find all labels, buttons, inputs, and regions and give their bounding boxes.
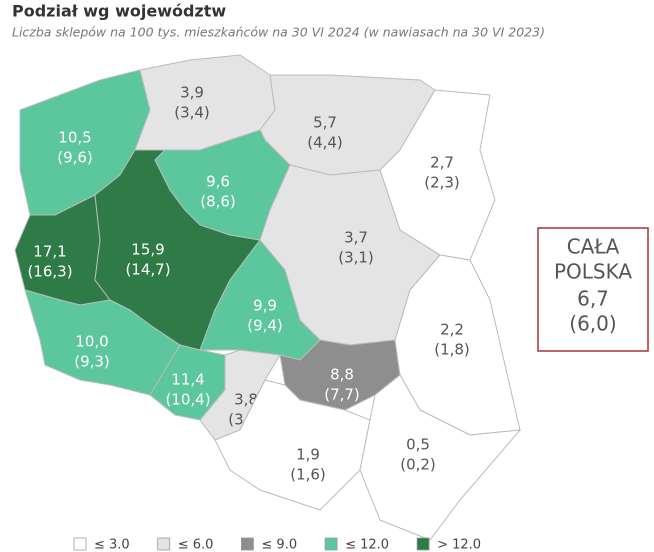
region-value: 5,7 [313, 114, 337, 132]
region-value: 9,6 [206, 173, 230, 191]
region-previous: (3,4) [174, 104, 210, 122]
total-previous: (6,0) [569, 312, 616, 336]
region-previous: (14,7) [125, 261, 170, 279]
region-value: 10,0 [75, 333, 108, 351]
legend-label: > 12.0 [437, 538, 481, 552]
region-value: 9,9 [253, 297, 277, 315]
region-previous: (4,4) [307, 134, 343, 152]
legend-label: ≤ 12.0 [345, 538, 389, 552]
region-previous: (1,8) [434, 341, 470, 359]
total-box [537, 227, 649, 352]
legend-swatch [416, 537, 430, 551]
total-label: POLSKA [554, 260, 632, 284]
region-value: 15,9 [131, 241, 164, 259]
region-previous: (0,2) [400, 456, 436, 474]
region-value: 1,9 [296, 446, 320, 464]
legend-label: ≤ 3.0 [94, 538, 130, 552]
legend-label: ≤ 6.0 [178, 538, 214, 552]
region-previous: (16,3) [27, 263, 72, 281]
region-value: 0,5 [406, 436, 430, 454]
legend-swatch [241, 537, 254, 551]
region-value: 3,9 [180, 84, 204, 102]
region-previous: (9,4) [247, 317, 283, 335]
map: 10,5 (9,6) 3,9 (3,4) 5,7 (4,4) 2,7 (2,3) 17,1 (16… [14, 54, 522, 541]
region-previous: (1,6) [290, 466, 326, 484]
legend-swatch [73, 537, 87, 551]
region-previous: (7,7) [324, 386, 360, 404]
region-value: 3,8 [234, 391, 258, 409]
region-previous: (9,6) [57, 149, 93, 167]
legend-label: ≤ 9.0 [261, 538, 297, 552]
region-value: 2,7 [430, 154, 454, 172]
region-value: 11,4 [171, 371, 204, 389]
region-previous: (10,4) [165, 391, 210, 409]
region-value: 8,8 [330, 366, 354, 384]
region-previous: (9,3) [74, 353, 110, 371]
total-value: 6,7 [577, 287, 609, 311]
region-value: 3,7 [344, 229, 368, 247]
region-previous: (2,3) [424, 174, 460, 192]
region-value: 17,1 [33, 243, 66, 261]
region-value: 2,2 [440, 321, 464, 339]
legend-swatch [157, 537, 171, 551]
title: Podział wg województw [12, 2, 226, 21]
region [359, 374, 522, 541]
region-previous: (3,1) [338, 249, 374, 267]
legend: ≤ 3.0 ≤ 6.0 ≤ 9.0 ≤ 12.0 > 12.0 [73, 537, 481, 552]
region-previous: (8,6) [200, 193, 236, 211]
region-value: 10,5 [58, 129, 91, 147]
legend-swatch [324, 537, 338, 551]
subtitle: Liczba sklepów na 100 tys. mieszkańców n… [12, 25, 545, 40]
total-label: CAŁA [567, 235, 620, 259]
